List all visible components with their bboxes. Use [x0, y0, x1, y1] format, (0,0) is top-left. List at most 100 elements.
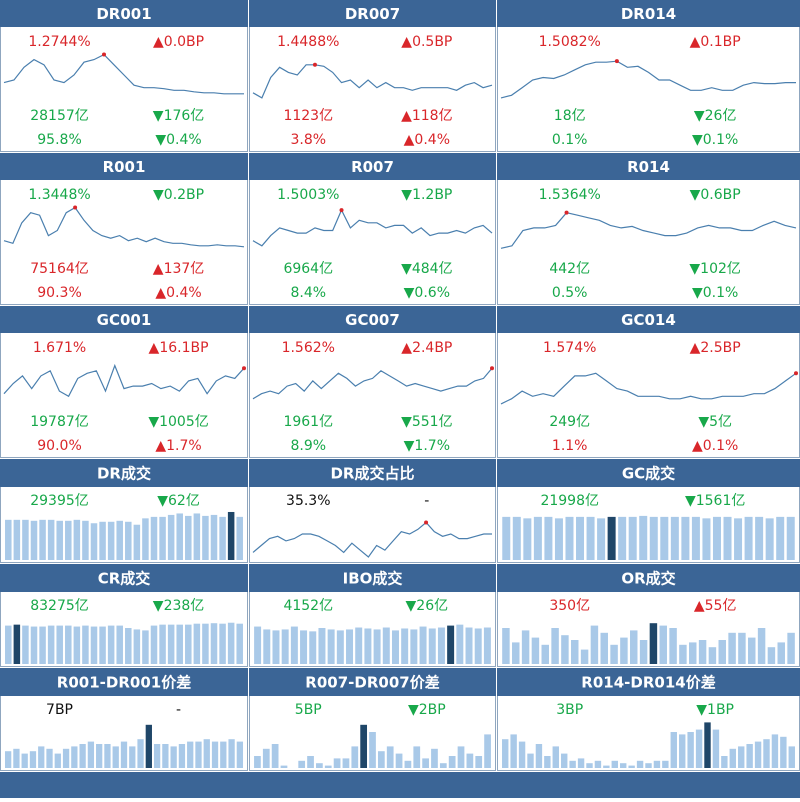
highlight-point	[424, 520, 429, 525]
bar	[734, 518, 743, 560]
bar	[679, 644, 687, 664]
bar	[227, 622, 235, 664]
bar	[618, 516, 627, 560]
bar	[373, 629, 381, 664]
stat-change: ▲1.7%	[155, 438, 201, 454]
bar	[401, 628, 409, 664]
stat-value: 21998亿	[540, 493, 599, 509]
bar	[176, 624, 183, 664]
panel-title: OR成交	[621, 570, 675, 588]
stat-value: 1.671%	[33, 340, 86, 356]
bar	[738, 746, 745, 768]
stat-change: ▲16.1BP	[149, 340, 209, 356]
bar	[586, 763, 593, 768]
bar	[167, 514, 175, 560]
stat-value: 7BP	[46, 702, 73, 718]
bar	[82, 625, 89, 664]
sparkline	[500, 212, 797, 249]
bar	[271, 744, 279, 768]
bar	[639, 515, 648, 560]
bar	[254, 626, 262, 664]
bar	[236, 741, 244, 768]
bar	[46, 748, 53, 768]
bar	[47, 519, 55, 560]
stat-change: ▼1.7%	[404, 438, 450, 454]
stat-change: ▲55亿	[694, 598, 737, 614]
bar	[153, 744, 161, 768]
bar	[630, 630, 638, 664]
bar	[13, 519, 21, 560]
sparkline	[500, 60, 796, 99]
bar	[145, 724, 152, 768]
stat-value: 1123亿	[283, 108, 333, 124]
bar	[788, 746, 795, 768]
bar	[185, 624, 192, 664]
bar	[54, 753, 61, 768]
bar	[474, 628, 482, 664]
bar	[346, 629, 354, 664]
bar	[580, 649, 589, 664]
panel-title: DR014	[621, 5, 676, 23]
bar	[535, 744, 543, 768]
bar	[561, 635, 569, 664]
bar	[447, 625, 455, 664]
bar	[220, 741, 227, 768]
stat-change: ▼26亿	[694, 108, 737, 124]
bar	[765, 518, 774, 560]
stat-value: 1.5082%	[539, 34, 601, 50]
panel-title: GC成交	[622, 465, 675, 483]
bar	[723, 516, 732, 560]
bar	[263, 629, 271, 664]
bar	[590, 625, 599, 664]
stat-value: 3BP	[556, 702, 583, 718]
bar	[718, 640, 726, 664]
bar	[13, 748, 20, 768]
bar	[466, 753, 474, 768]
stat-value: 1.4488%	[277, 34, 339, 50]
bar	[21, 753, 28, 768]
stat-value: 90.3%	[37, 285, 81, 301]
stat-change: ▼238亿	[153, 598, 205, 614]
highlight-point	[73, 205, 78, 210]
stat-change: ▼2BP	[408, 702, 446, 718]
stat-value: 1.562%	[282, 340, 335, 356]
stat-change: ▼62亿	[157, 493, 200, 509]
bar	[410, 629, 418, 664]
highlight-point	[339, 208, 344, 213]
bar	[272, 630, 280, 664]
stat-value: 3.8%	[290, 132, 326, 148]
bar	[607, 516, 616, 560]
bar	[38, 746, 45, 768]
stat-change: ▲118亿	[401, 108, 453, 124]
highlight-point	[794, 371, 798, 376]
bar	[79, 744, 86, 768]
bar	[298, 760, 306, 768]
bar	[219, 623, 226, 664]
bar	[744, 516, 753, 560]
bar	[210, 514, 218, 560]
bar	[150, 625, 158, 664]
panel-header	[497, 153, 800, 180]
bar	[586, 516, 595, 560]
bar	[437, 627, 445, 664]
bar	[465, 627, 473, 664]
stat-change: ▲2.5BP	[690, 340, 741, 356]
bar	[336, 630, 344, 664]
bar	[22, 519, 29, 560]
bar	[318, 628, 326, 664]
bar	[262, 748, 270, 768]
bar	[639, 640, 648, 664]
bar	[502, 739, 509, 768]
bar	[351, 746, 359, 768]
bar	[597, 518, 606, 560]
panel-header	[0, 153, 248, 180]
bar	[531, 637, 540, 664]
stat-change: ▼484亿	[401, 261, 453, 277]
bar	[5, 625, 12, 664]
stat-value: 5BP	[295, 702, 322, 718]
panel-title: R014-DR014价差	[581, 674, 715, 692]
bar	[73, 519, 81, 560]
stat-change: ▲0.4%	[155, 285, 201, 301]
bar	[691, 516, 700, 560]
bar	[544, 756, 551, 768]
